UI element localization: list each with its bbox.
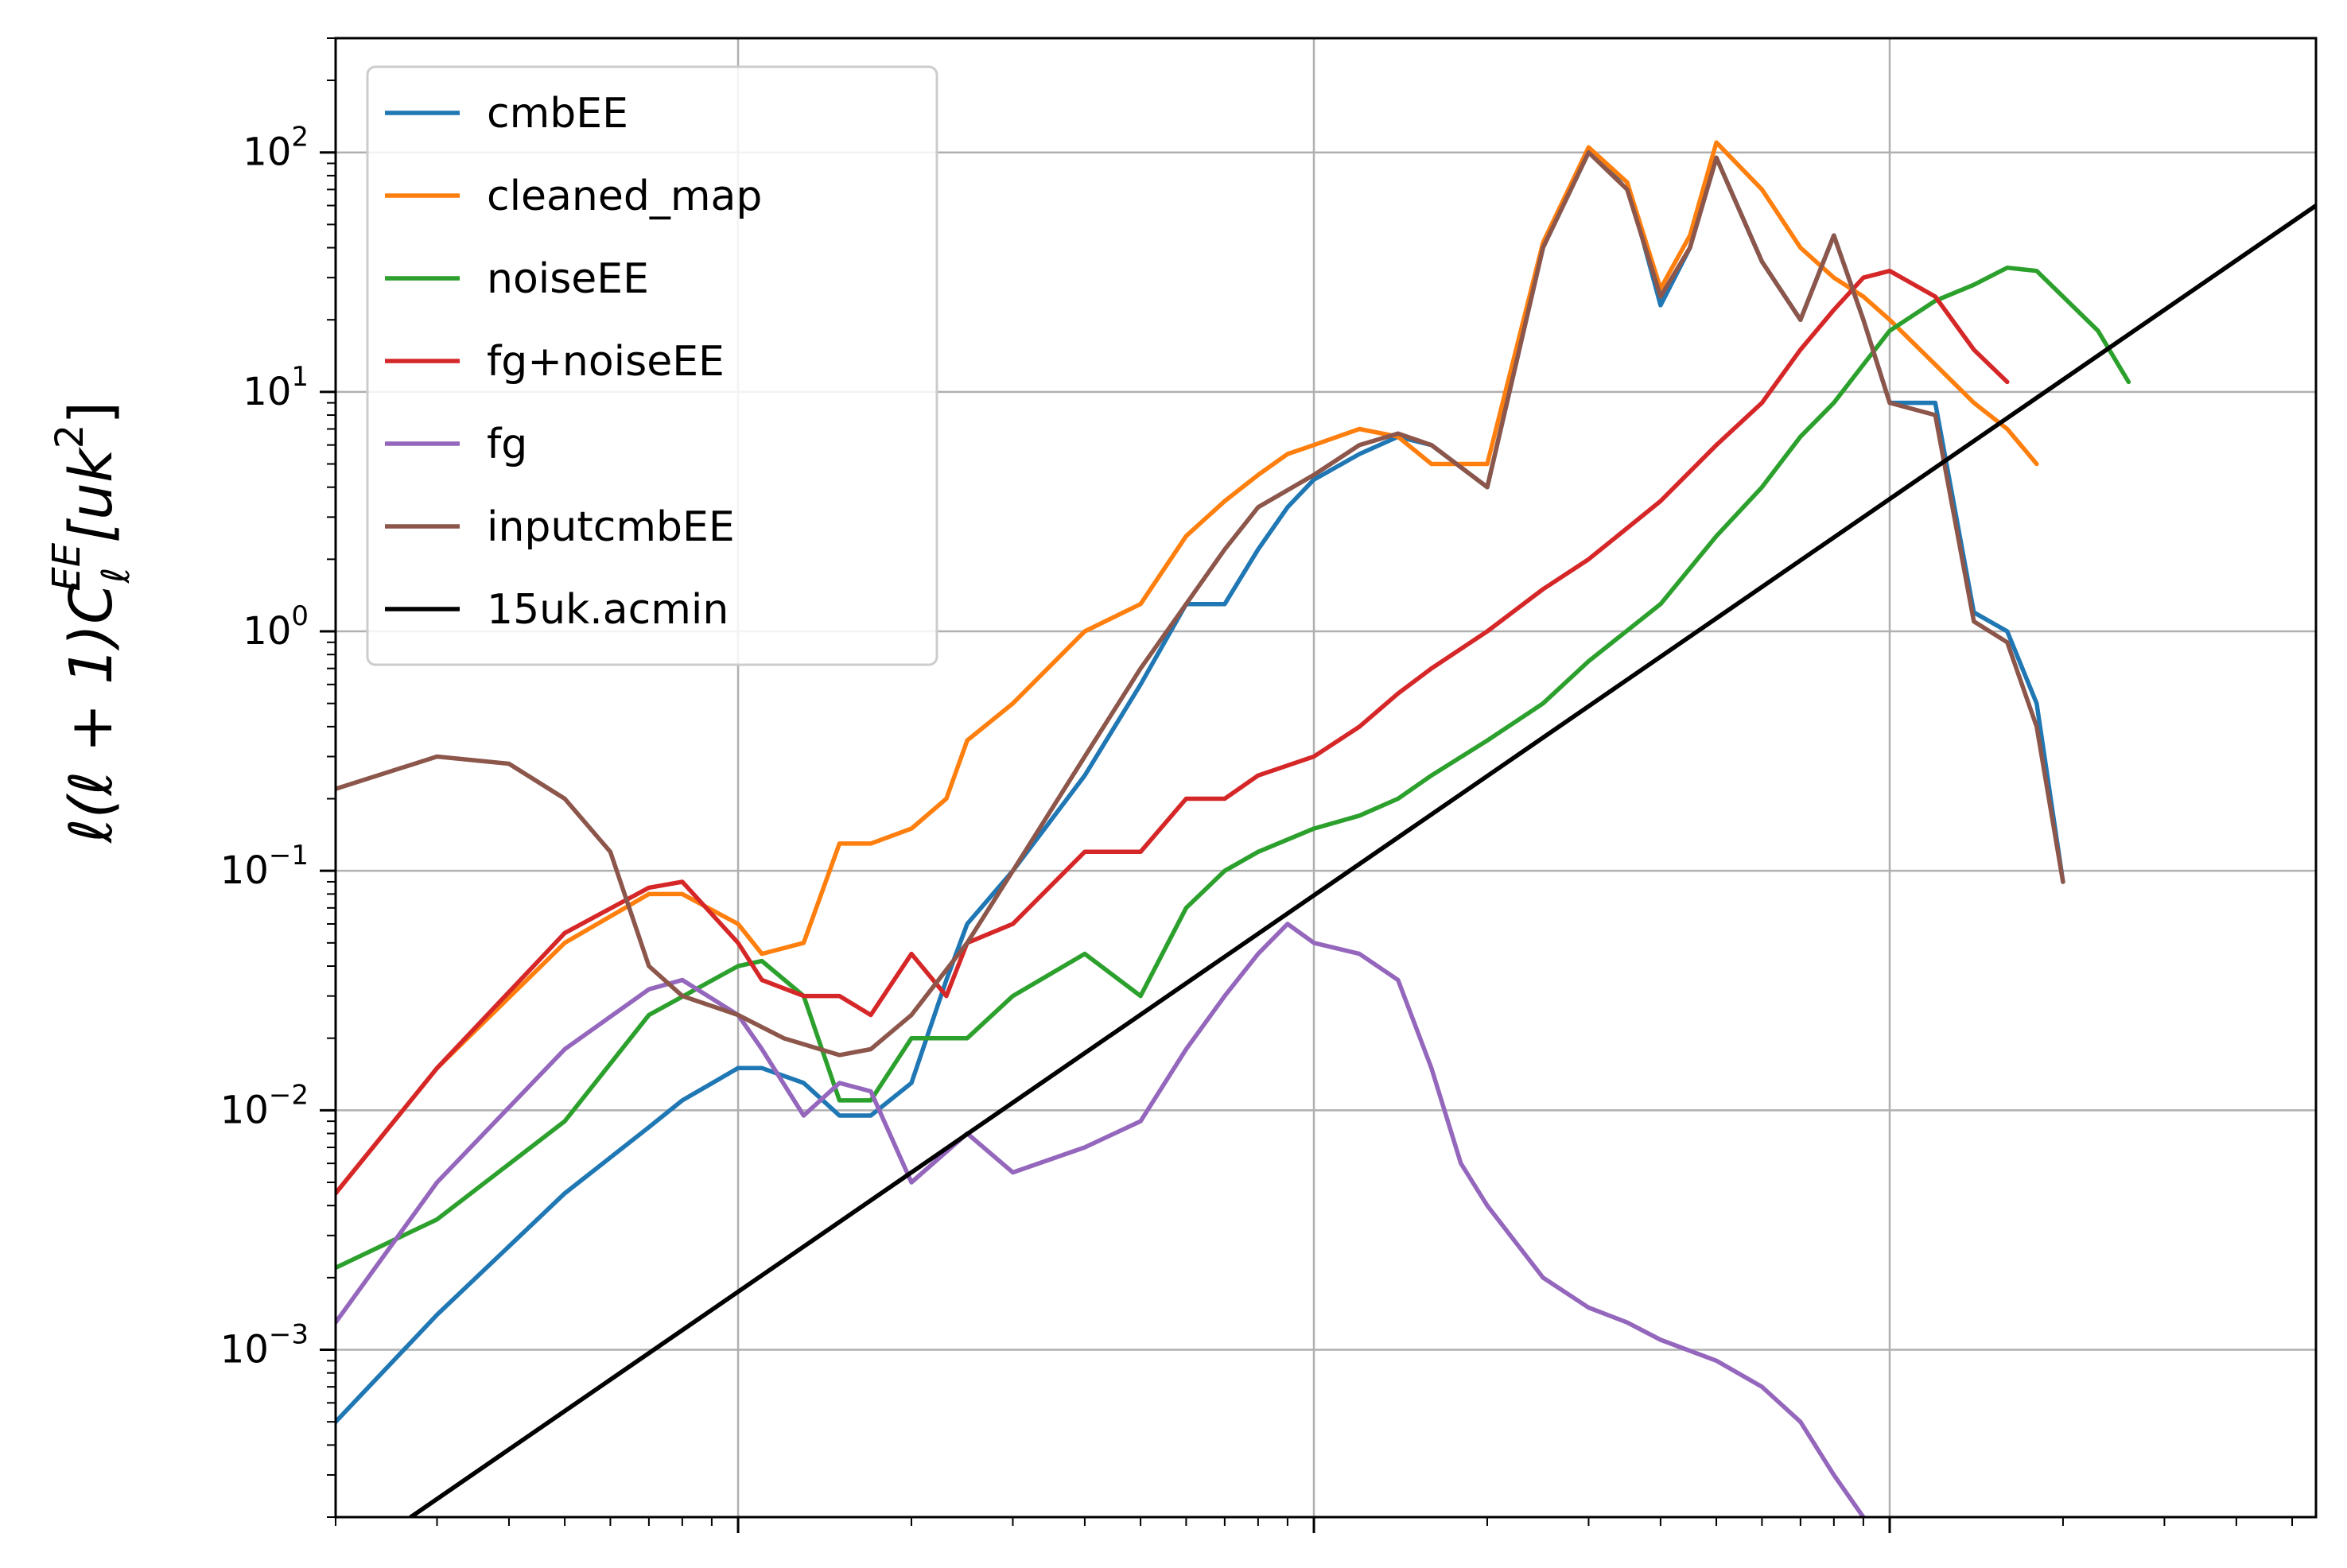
y-tick-base: 10: [243, 130, 291, 175]
series-line-fg: [336, 922, 1866, 1517]
series-line-cleaned-map: [336, 140, 2039, 1196]
y-tick-exponent: −1: [269, 840, 309, 871]
legend-label: cleaned_map: [487, 173, 762, 220]
y-tick-base: 10: [220, 1088, 269, 1132]
legend-box: [366, 65, 938, 666]
series-line-15uk-acmin: [408, 203, 2316, 1517]
y-axis-label-sub: ℓ: [94, 567, 138, 584]
y-tick-exponent: 1: [291, 361, 309, 393]
y-axis-label-close: ]: [57, 402, 126, 425]
y-tick-label: 101: [243, 361, 309, 414]
y-tick-exponent: −2: [269, 1079, 309, 1111]
series-line-inputcmbEE: [336, 149, 2065, 1058]
y-tick-base: 10: [220, 1327, 269, 1372]
legend-label: noiseEE: [487, 255, 649, 303]
legend: cmbEE cleaned_map noiseEE fg+noiseEE fg input…: [366, 65, 938, 666]
y-tick-label: 100: [243, 600, 309, 654]
y-tick-exponent: −3: [269, 1318, 309, 1350]
y-tick-label: 10−2: [220, 1079, 309, 1132]
plot-frame: [334, 37, 2318, 1519]
y-axis-label-sup: EE: [45, 542, 89, 591]
y-tick-label: 10−3: [220, 1318, 309, 1372]
series-layer: [336, 140, 2316, 1517]
legend-label: fg: [487, 421, 527, 468]
y-axis-label-unit-sup: 2: [48, 425, 92, 449]
series-line-fg-noiseEE: [336, 268, 2010, 1196]
series-line-noiseEE: [336, 265, 2131, 1271]
y-tick-base: 10: [220, 848, 269, 893]
y-tick-base: 10: [243, 609, 291, 654]
y-axis-label-unit: [uk: [57, 446, 126, 543]
y-tick-label: 10−1: [220, 840, 309, 893]
y-axis-label-main: ℓ(ℓ + 1)C: [57, 583, 126, 844]
legend-label: inputcmbEE: [487, 503, 735, 551]
legend-label: cmbEE: [487, 90, 628, 138]
legend-label: fg+noiseEE: [487, 338, 725, 386]
y-tick-label: 102: [243, 122, 309, 175]
y-tick-exponent: 2: [291, 122, 309, 153]
y-axis-label: ℓ(ℓ + 1)Cℓ EE[uk2]: [45, 402, 138, 844]
legend-label: 15uk.acmin: [487, 586, 729, 634]
y-tick-exponent: 0: [291, 600, 309, 632]
y-tick-base: 10: [243, 370, 291, 414]
